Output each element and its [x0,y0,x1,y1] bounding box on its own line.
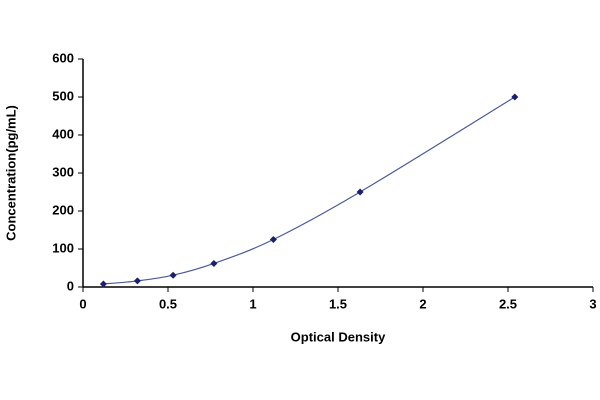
x-tick-label: 2 [419,296,426,311]
y-tick-label: 0 [67,278,74,293]
point [356,188,364,196]
y-tick-label: 200 [52,202,74,217]
point [169,271,177,279]
x-tick-label: 1 [249,296,256,311]
point [269,236,277,243]
fit-line [103,96,516,285]
y-tick-label: 400 [52,126,74,141]
x-tick-label: 0 [79,296,86,311]
x-tick-label: 3 [589,296,596,311]
point [133,277,141,285]
y-tick-label: 100 [52,240,74,255]
point [210,259,218,267]
y-tick-label: 600 [52,50,74,65]
y-axis-label: Concentration(pg/mL) [3,105,18,241]
y-tick-label: 300 [52,164,74,179]
x-tick-label: 2.5 [499,296,517,311]
y-tick-label: 500 [52,88,74,103]
point [99,280,107,288]
point [511,93,519,101]
x-axis-label: Optical Density [291,329,386,344]
x-tick-label: 1.5 [329,296,347,311]
x-tick-label: 0.5 [159,296,177,311]
